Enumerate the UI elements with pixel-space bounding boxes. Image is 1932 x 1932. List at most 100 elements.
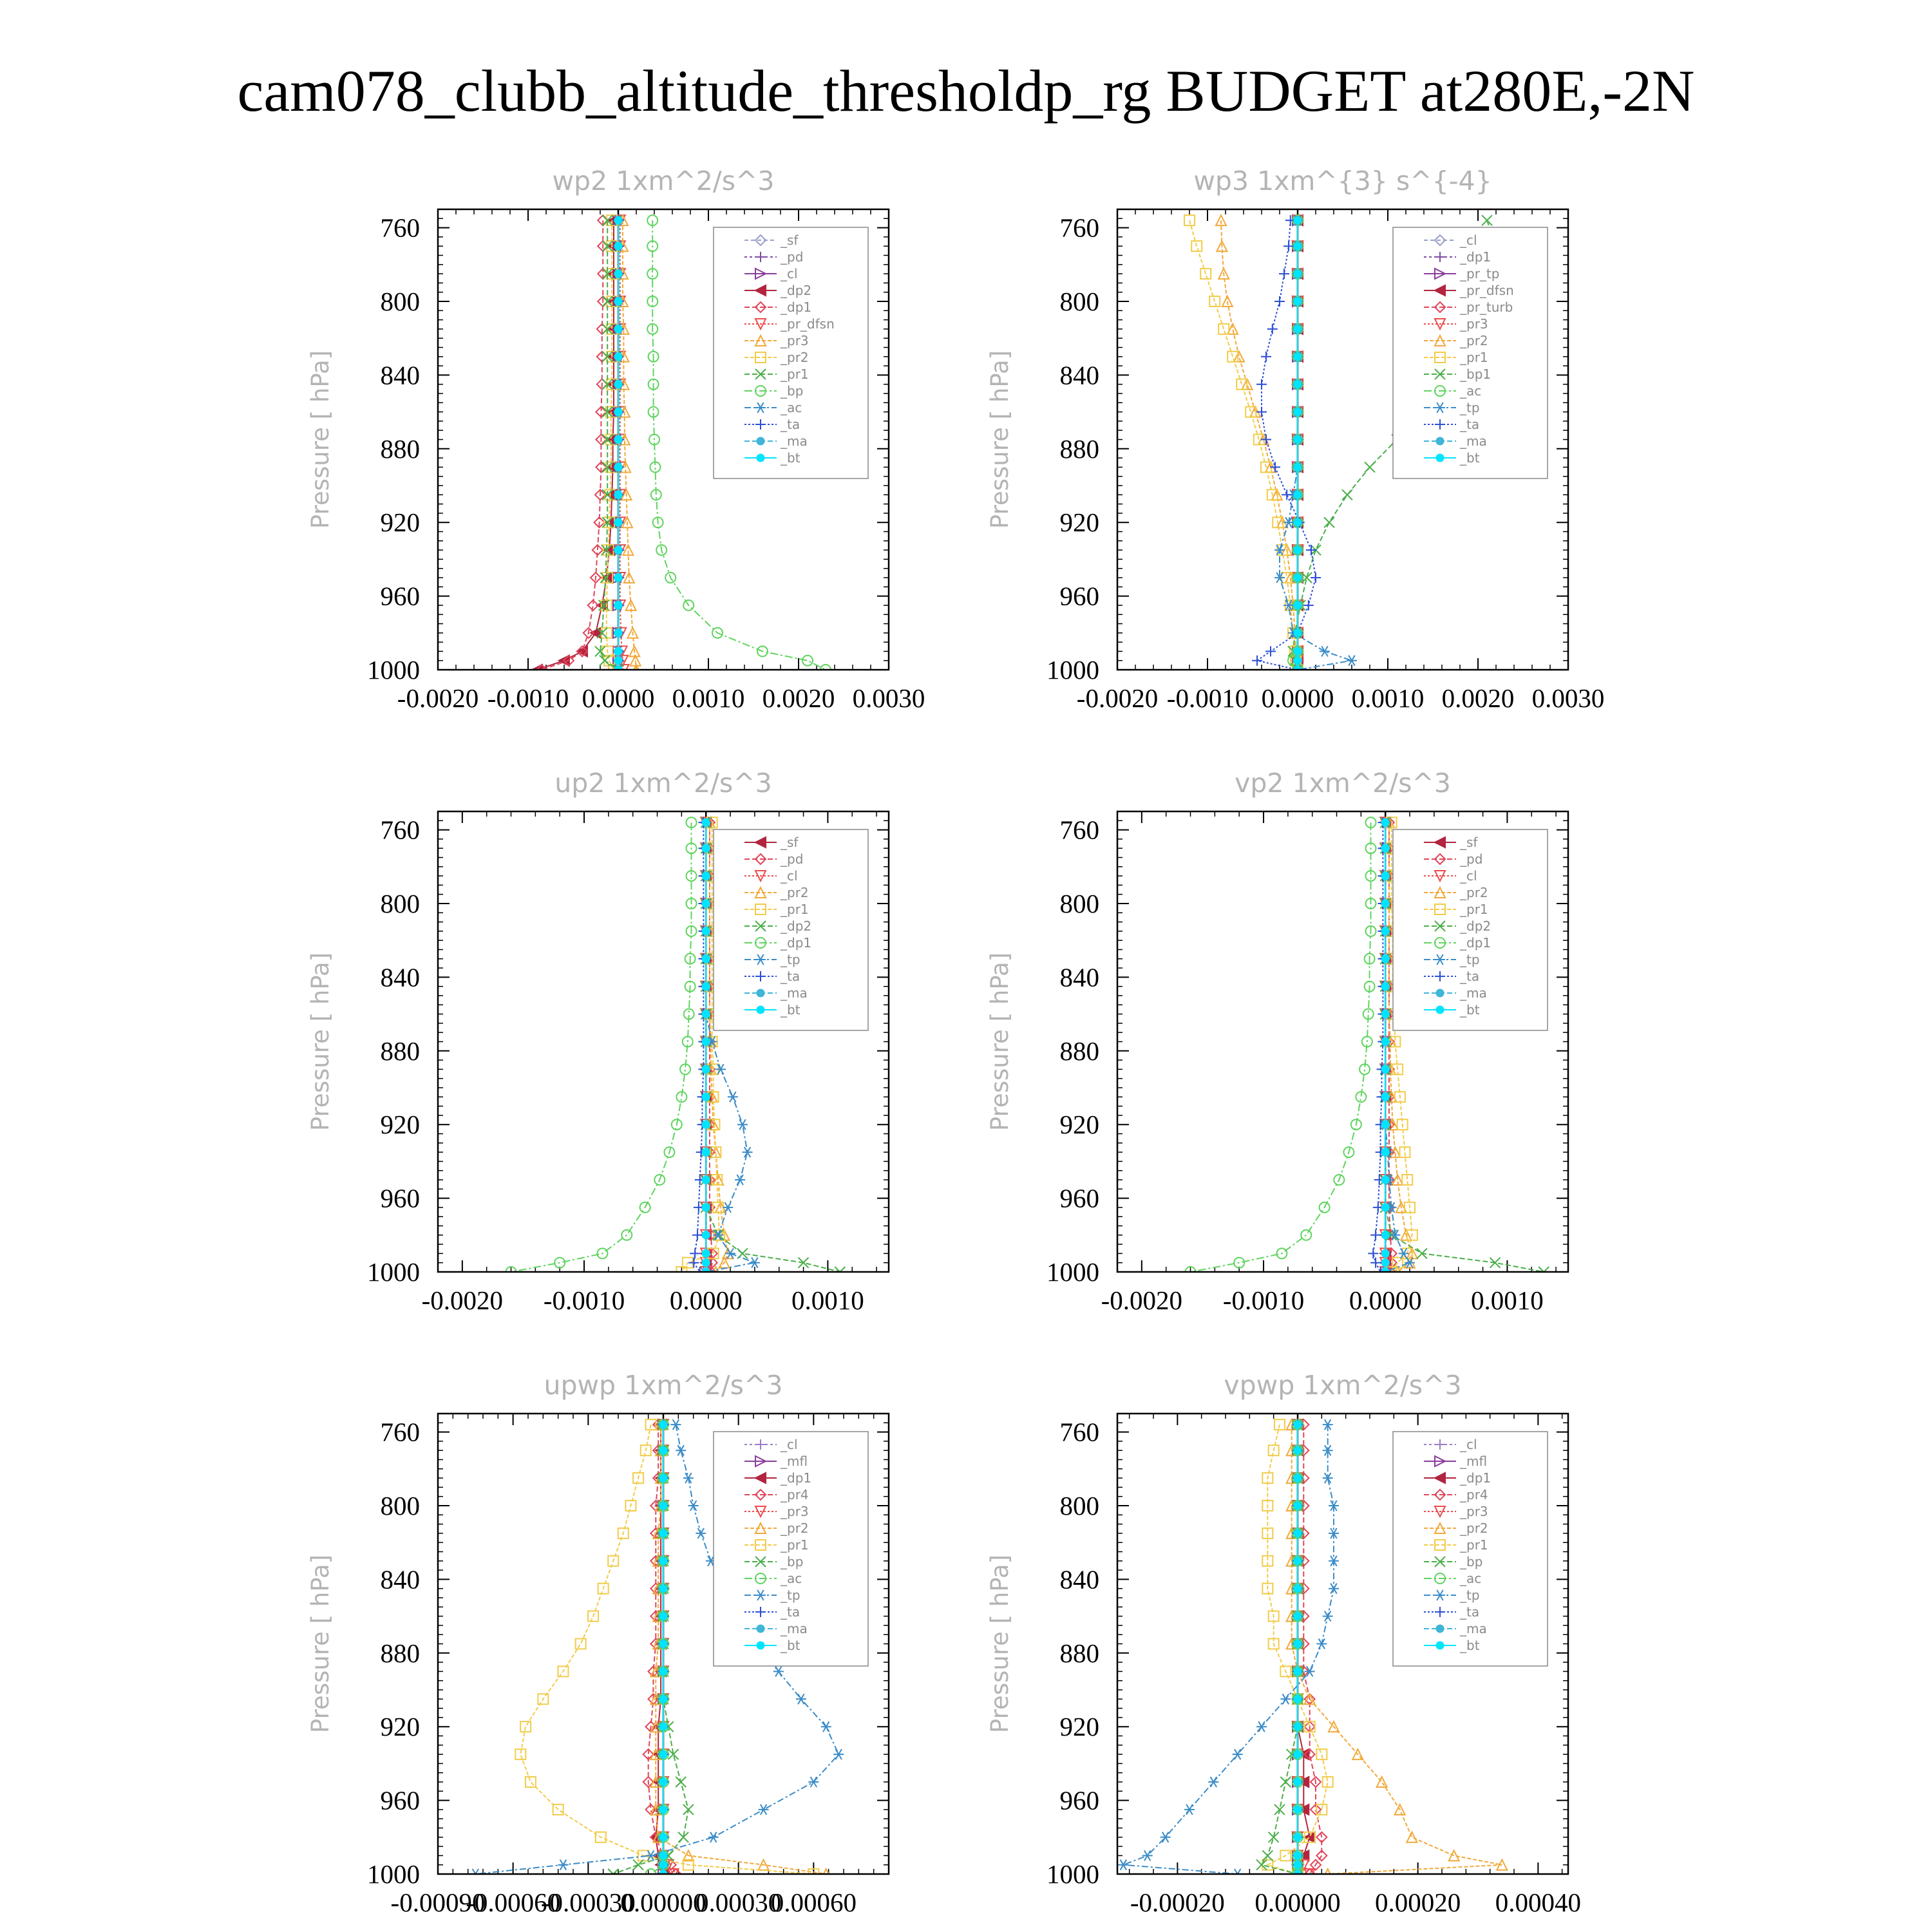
legend-marker (755, 920, 766, 932)
series-point-bp (683, 599, 695, 611)
series-point-dp1 (593, 516, 606, 529)
series-point-tp (676, 1444, 687, 1456)
series-point-dp1 (576, 645, 589, 658)
legend-marker (756, 1641, 765, 1650)
y-tick-label: 760 (1060, 815, 1100, 845)
legend-marker (756, 1005, 765, 1014)
series-point-ta (1267, 323, 1278, 334)
legend-label: _pr2 (1459, 1520, 1488, 1536)
series-point-tp (645, 1850, 656, 1861)
series-point-bt (614, 665, 623, 670)
legend-label: _ma (780, 1621, 808, 1636)
series-point-dp2 (834, 1266, 846, 1272)
series-point-pr2 (1217, 267, 1230, 280)
series-point-bt (614, 545, 623, 554)
series-point-bt (1293, 601, 1302, 610)
series-point-bt (1381, 1092, 1390, 1101)
legend-label: _pd (780, 249, 803, 265)
legend-label: _sf (780, 835, 799, 850)
plot-area (1118, 1414, 1508, 1874)
series-point-pr2 (1399, 1228, 1412, 1241)
legend-marker (755, 1455, 768, 1468)
plot-frame (437, 810, 890, 1273)
series-point-pr1 (1406, 1229, 1418, 1241)
x-tick-label: -0.00020 (1130, 1888, 1225, 1917)
series-point-pr1 (601, 516, 613, 528)
legend-marker (755, 267, 768, 280)
series-point-ta (1311, 573, 1321, 583)
series-point-bt (701, 1120, 710, 1129)
y-axis-label: Pressure [ hPa] (307, 350, 334, 529)
series-point-bp (712, 627, 723, 639)
series-point-pr1 (711, 1174, 723, 1186)
series-point-bt (1293, 1694, 1302, 1703)
series-line-pr1 (1265, 1424, 1329, 1874)
series-point-ta (1306, 545, 1316, 556)
legend-marker (753, 836, 766, 849)
series-point-bt (1293, 1851, 1302, 1860)
legend-marker (754, 853, 767, 866)
legend-label: _pd (780, 851, 803, 867)
series-point-dp1 (1361, 1036, 1373, 1048)
series-point-dp1 (1297, 1803, 1310, 1816)
series-point-dp1 (589, 571, 602, 584)
series-point-dp1 (683, 1008, 695, 1020)
series-point-pr1 (1267, 1444, 1280, 1457)
series-point-dp1 (1350, 1119, 1362, 1131)
legend-marker (755, 1573, 766, 1584)
series-point-bp (1256, 1859, 1267, 1871)
x-tick-label: 0.00000 (1255, 1888, 1340, 1917)
series-point-bt (701, 1231, 710, 1240)
plot-area (505, 811, 846, 1272)
series-point-tp (470, 1868, 481, 1874)
series-point-tp (758, 1804, 769, 1815)
series-point-tp (725, 1247, 736, 1259)
series-point-ta (1265, 646, 1276, 657)
series-point-pr1 (601, 433, 613, 446)
series-point-tp (1256, 1721, 1267, 1732)
series-point-bt (614, 297, 623, 306)
series-point-bt (701, 927, 710, 936)
legend-label: _bt (780, 1002, 800, 1018)
series-point-pr1 (1399, 1146, 1411, 1159)
legend-marker (755, 954, 766, 965)
legend-marker (1434, 1488, 1446, 1501)
series-line-dp1 (1190, 822, 1372, 1272)
series-point-bt (701, 1175, 710, 1184)
series-point-pr1 (1262, 1500, 1274, 1511)
series-point-bp (683, 1804, 694, 1815)
series-point-tp (1329, 1528, 1339, 1539)
series-point-bp1 (1301, 572, 1312, 583)
series-point-pr1 (601, 406, 613, 418)
series-point-tp (808, 1776, 819, 1788)
series-point-pr1 (612, 664, 624, 670)
y-tick-label: 800 (381, 1491, 421, 1520)
plot-frame (1116, 208, 1569, 671)
plot-area (530, 209, 831, 670)
series-point-pr1 (1392, 1063, 1404, 1075)
series-point-pr1 (1209, 296, 1221, 307)
series-point-bt (614, 242, 623, 251)
series-point-pr1 (1280, 1665, 1292, 1678)
series-point-dp1 (562, 654, 575, 667)
series-point-pr2 (1405, 1830, 1418, 1843)
series-point-tp (727, 1091, 738, 1103)
x-tick-label: 0.0030 (853, 683, 925, 713)
series-point-bp1 (1481, 214, 1493, 226)
y-tick-label: 880 (1060, 434, 1100, 464)
series-point-pr2 (601, 572, 614, 583)
series-point-bt (1293, 216, 1302, 225)
legend-box (713, 1431, 869, 1667)
series-point-tp (1329, 1555, 1339, 1567)
legend-label: _dp1 (780, 299, 811, 315)
series-point-bt (1293, 1833, 1302, 1842)
series-point-bp (647, 350, 659, 363)
series-point-bp (665, 572, 677, 583)
legend-label: _dp2 (780, 283, 811, 298)
legend-box (713, 829, 869, 1031)
series-point-tp (1405, 1257, 1416, 1269)
panel-6: vpwp 1xm^2/s^3 Pressure [ hPa] -0.00020 0.0… (986, 1370, 1581, 1917)
y-tick-label: 800 (1060, 287, 1100, 316)
y-axis-label: Pressure [ hPa] (986, 952, 1014, 1131)
